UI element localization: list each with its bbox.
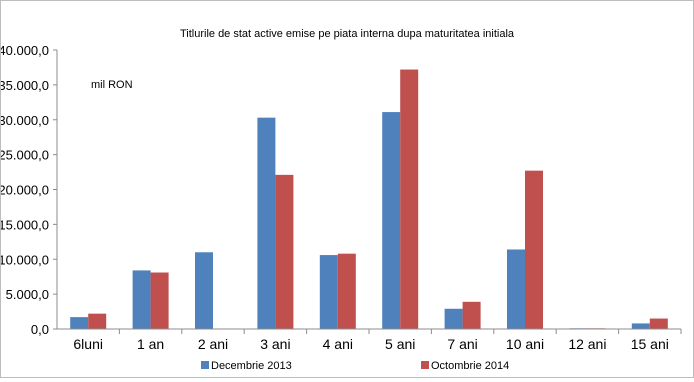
y-tick-label: 0,0	[31, 322, 49, 337]
x-tick-label: 6luni	[73, 336, 103, 352]
bar	[257, 117, 276, 329]
bar	[195, 252, 213, 329]
bar	[132, 270, 151, 329]
bar	[525, 170, 543, 329]
x-tick-label: 4 ani	[323, 336, 353, 352]
bar	[70, 317, 89, 329]
bar	[337, 253, 356, 329]
bar	[382, 112, 401, 329]
legend-swatch	[201, 361, 209, 369]
bar	[88, 313, 107, 329]
legend-swatch	[421, 361, 429, 369]
unit-label: mil RON	[91, 79, 133, 91]
x-tick-label: 10 ani	[506, 336, 544, 352]
y-tick-label: 10.000,0	[1, 252, 49, 267]
legend: Decembrie 2013 Octombrie 2014	[201, 360, 509, 372]
x-tick-label: 7 ani	[447, 336, 477, 352]
legend-label: Octombrie 2014	[431, 360, 509, 372]
y-axis: 0,0 5.000,0 10.000,0 15.000,0 20.000,0 25.000…	[0, 43, 58, 337]
bar	[649, 318, 668, 329]
x-tick-label: 12 ani	[568, 336, 606, 352]
bar	[319, 255, 338, 329]
x-tick-label: 5 ani	[385, 336, 415, 352]
y-tick-label: 20.000,0	[1, 183, 49, 198]
bar	[150, 272, 169, 329]
bar	[400, 69, 419, 329]
y-tick-label: 40.000,0	[1, 43, 49, 58]
y-tick-label: 25.000,0	[1, 148, 49, 163]
x-tick-label: 15 ani	[631, 336, 669, 352]
bar	[507, 249, 525, 329]
bar	[275, 174, 294, 329]
chart-title: Titlurile de stat active emise pe piata …	[180, 28, 515, 40]
x-axis: 6luni 1 an 2 ani 3 ani 4 ani 5 ani 7 ani 10 ani…	[57, 328, 682, 352]
x-tick-label: 3 ani	[260, 336, 290, 352]
y-tick-label: 5.000,0	[6, 287, 49, 302]
x-tick-label: 1 an	[137, 336, 164, 352]
bar	[444, 308, 463, 329]
y-tick-label: 35.000,0	[1, 78, 49, 93]
x-tick-label: 2 ani	[198, 336, 228, 352]
y-tick-label: 15.000,0	[1, 217, 49, 232]
legend-label: Decembrie 2013	[211, 360, 292, 372]
bar	[631, 323, 650, 329]
y-tick-label: 30.000,0	[1, 113, 49, 128]
bar-group	[70, 69, 668, 329]
bar	[462, 301, 481, 329]
